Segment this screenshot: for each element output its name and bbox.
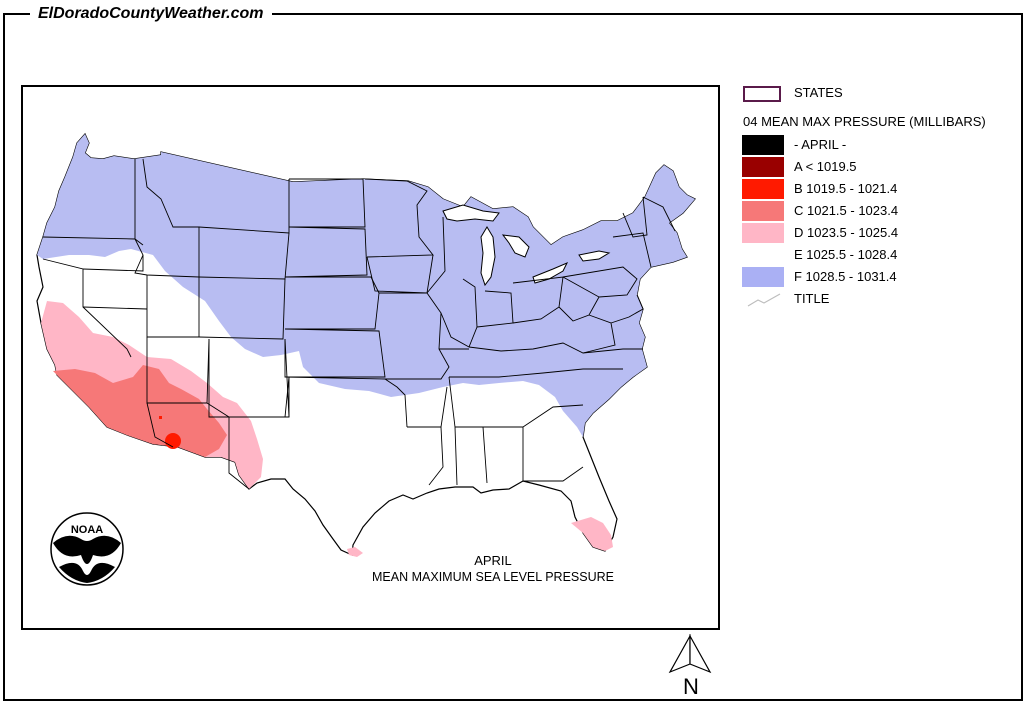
legend-heading: 04 MEAN MAX PRESSURE (MILLIBARS)	[743, 114, 986, 129]
zone-f-region	[37, 134, 695, 437]
lake-michigan	[480, 226, 496, 287]
lake-ontario	[578, 250, 611, 262]
legend-swatch	[742, 135, 784, 155]
zone-d-texas-tip	[347, 547, 363, 557]
legend-swatch	[742, 179, 784, 199]
map-caption-line1: APRIL	[474, 553, 512, 568]
legend-item-label: B 1019.5 - 1021.4	[794, 181, 898, 196]
legend-item-label: D 1023.5 - 1025.4	[794, 225, 899, 240]
legend-states-swatch	[743, 86, 781, 102]
north-arrow-icon: N	[668, 634, 712, 698]
north-letter: N	[683, 674, 699, 698]
legend-item-label: E 1025.5 - 1028.4	[794, 247, 898, 262]
legend-swatch	[742, 267, 784, 287]
state-boundaries	[42, 158, 676, 490]
pressure-map: APRIL MEAN MAXIMUM SEA LEVEL PRESSURE NO…	[36, 132, 696, 586]
legend-item-label: - APRIL -	[794, 137, 847, 152]
zone-d-florida	[571, 517, 613, 551]
legend-swatch	[742, 201, 784, 221]
legend-item-label: A < 1019.5	[794, 159, 857, 174]
legend-swatch	[742, 157, 784, 177]
lake-erie	[532, 262, 569, 284]
legend-states-label: STATES	[794, 85, 843, 100]
noaa-logo-text: NOAA	[71, 524, 103, 536]
page-frame	[3, 13, 1023, 701]
lake-superior	[442, 204, 500, 222]
zone-c-southwest	[53, 365, 227, 457]
zone-b-dot	[159, 416, 162, 419]
map-caption-line2: MEAN MAXIMUM SEA LEVEL PRESSURE	[372, 570, 614, 584]
site-title: ElDoradoCountyWeather.com	[30, 4, 272, 24]
title-line-icon	[747, 293, 781, 307]
legend-swatch	[742, 223, 784, 243]
legend-title-label: TITLE	[794, 291, 830, 306]
lake-huron	[501, 234, 530, 258]
legend-item-label: F 1028.5 - 1031.4	[794, 269, 897, 284]
noaa-logo: NOAA	[50, 512, 124, 586]
legend-swatch	[742, 245, 784, 265]
legend-item-label: C 1021.5 - 1023.4	[794, 203, 899, 218]
map-frame: APRIL MEAN MAXIMUM SEA LEVEL PRESSURE NO…	[21, 85, 720, 630]
